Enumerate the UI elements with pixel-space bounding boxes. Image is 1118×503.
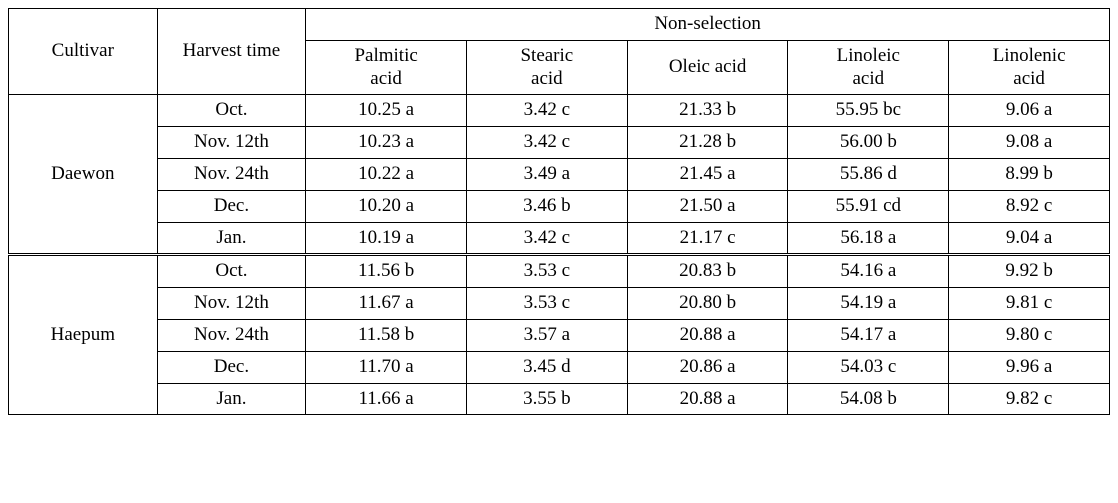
harvest-cell: Nov. 12th bbox=[157, 288, 306, 320]
value-cell: 10.19 a bbox=[306, 222, 467, 255]
value-cell: 3.46 b bbox=[466, 190, 627, 222]
header-acid-4: Linolenic acid bbox=[949, 40, 1110, 95]
value-cell: 10.22 a bbox=[306, 158, 467, 190]
value-cell: 54.17 a bbox=[788, 319, 949, 351]
value-cell: 8.92 c bbox=[949, 190, 1110, 222]
table-body: Daewon Oct. 10.25 a 3.42 c 21.33 b 55.95… bbox=[9, 95, 1110, 415]
harvest-cell: Jan. bbox=[157, 383, 306, 415]
harvest-cell: Oct. bbox=[157, 255, 306, 288]
table-row: Nov. 24th 11.58 b 3.57 a 20.88 a 54.17 a… bbox=[9, 319, 1110, 351]
value-cell: 9.08 a bbox=[949, 127, 1110, 159]
value-cell: 3.57 a bbox=[466, 319, 627, 351]
value-cell: 20.80 b bbox=[627, 288, 788, 320]
table-row: Jan. 11.66 a 3.55 b 20.88 a 54.08 b 9.82… bbox=[9, 383, 1110, 415]
header-harvest-time: Harvest time bbox=[157, 9, 306, 95]
harvest-cell: Dec. bbox=[157, 190, 306, 222]
harvest-cell: Jan. bbox=[157, 222, 306, 255]
value-cell: 3.49 a bbox=[466, 158, 627, 190]
fatty-acid-table: Cultivar Harvest time Non-selection Palm… bbox=[8, 8, 1110, 415]
value-cell: 55.86 d bbox=[788, 158, 949, 190]
value-cell: 8.99 b bbox=[949, 158, 1110, 190]
value-cell: 3.55 b bbox=[466, 383, 627, 415]
value-cell: 3.53 c bbox=[466, 255, 627, 288]
value-cell: 11.58 b bbox=[306, 319, 467, 351]
value-cell: 20.86 a bbox=[627, 351, 788, 383]
value-cell: 3.45 d bbox=[466, 351, 627, 383]
harvest-cell: Nov. 12th bbox=[157, 127, 306, 159]
header-acid-2: Oleic acid bbox=[627, 40, 788, 95]
value-cell: 21.17 c bbox=[627, 222, 788, 255]
value-cell: 56.00 b bbox=[788, 127, 949, 159]
value-cell: 11.70 a bbox=[306, 351, 467, 383]
value-cell: 54.16 a bbox=[788, 255, 949, 288]
value-cell: 20.88 a bbox=[627, 383, 788, 415]
harvest-cell: Dec. bbox=[157, 351, 306, 383]
table-row: Nov. 12th 11.67 a 3.53 c 20.80 b 54.19 a… bbox=[9, 288, 1110, 320]
value-cell: 54.19 a bbox=[788, 288, 949, 320]
value-cell: 9.04 a bbox=[949, 222, 1110, 255]
value-cell: 20.83 b bbox=[627, 255, 788, 288]
table-row: Haepum Oct. 11.56 b 3.53 c 20.83 b 54.16… bbox=[9, 255, 1110, 288]
value-cell: 20.88 a bbox=[627, 319, 788, 351]
table-row: Nov. 12th 10.23 a 3.42 c 21.28 b 56.00 b… bbox=[9, 127, 1110, 159]
value-cell: 54.08 b bbox=[788, 383, 949, 415]
value-cell: 11.67 a bbox=[306, 288, 467, 320]
value-cell: 21.28 b bbox=[627, 127, 788, 159]
value-cell: 10.20 a bbox=[306, 190, 467, 222]
value-cell: 21.50 a bbox=[627, 190, 788, 222]
header-group: Non-selection bbox=[306, 9, 1110, 41]
cultivar-cell: Daewon bbox=[9, 95, 158, 255]
value-cell: 9.96 a bbox=[949, 351, 1110, 383]
value-cell: 9.92 b bbox=[949, 255, 1110, 288]
value-cell: 21.45 a bbox=[627, 158, 788, 190]
harvest-cell: Oct. bbox=[157, 95, 306, 127]
value-cell: 56.18 a bbox=[788, 222, 949, 255]
value-cell: 54.03 c bbox=[788, 351, 949, 383]
table-row: Nov. 24th 10.22 a 3.49 a 21.45 a 55.86 d… bbox=[9, 158, 1110, 190]
value-cell: 9.06 a bbox=[949, 95, 1110, 127]
value-cell: 3.42 c bbox=[466, 127, 627, 159]
harvest-cell: Nov. 24th bbox=[157, 319, 306, 351]
value-cell: 11.66 a bbox=[306, 383, 467, 415]
value-cell: 9.82 c bbox=[949, 383, 1110, 415]
header-acid-0: Palmitic acid bbox=[306, 40, 467, 95]
value-cell: 55.95 bc bbox=[788, 95, 949, 127]
value-cell: 10.25 a bbox=[306, 95, 467, 127]
value-cell: 9.80 c bbox=[949, 319, 1110, 351]
table-row: Jan. 10.19 a 3.42 c 21.17 c 56.18 a 9.04… bbox=[9, 222, 1110, 255]
value-cell: 3.42 c bbox=[466, 222, 627, 255]
value-cell: 11.56 b bbox=[306, 255, 467, 288]
value-cell: 10.23 a bbox=[306, 127, 467, 159]
header-acid-3: Linoleic acid bbox=[788, 40, 949, 95]
table-row: Dec. 10.20 a 3.46 b 21.50 a 55.91 cd 8.9… bbox=[9, 190, 1110, 222]
cultivar-cell: Haepum bbox=[9, 255, 158, 415]
value-cell: 3.42 c bbox=[466, 95, 627, 127]
table-row: Daewon Oct. 10.25 a 3.42 c 21.33 b 55.95… bbox=[9, 95, 1110, 127]
value-cell: 3.53 c bbox=[466, 288, 627, 320]
header-cultivar: Cultivar bbox=[9, 9, 158, 95]
value-cell: 9.81 c bbox=[949, 288, 1110, 320]
value-cell: 55.91 cd bbox=[788, 190, 949, 222]
table-row: Dec. 11.70 a 3.45 d 20.86 a 54.03 c 9.96… bbox=[9, 351, 1110, 383]
header-acid-1: Stearic acid bbox=[466, 40, 627, 95]
value-cell: 21.33 b bbox=[627, 95, 788, 127]
harvest-cell: Nov. 24th bbox=[157, 158, 306, 190]
